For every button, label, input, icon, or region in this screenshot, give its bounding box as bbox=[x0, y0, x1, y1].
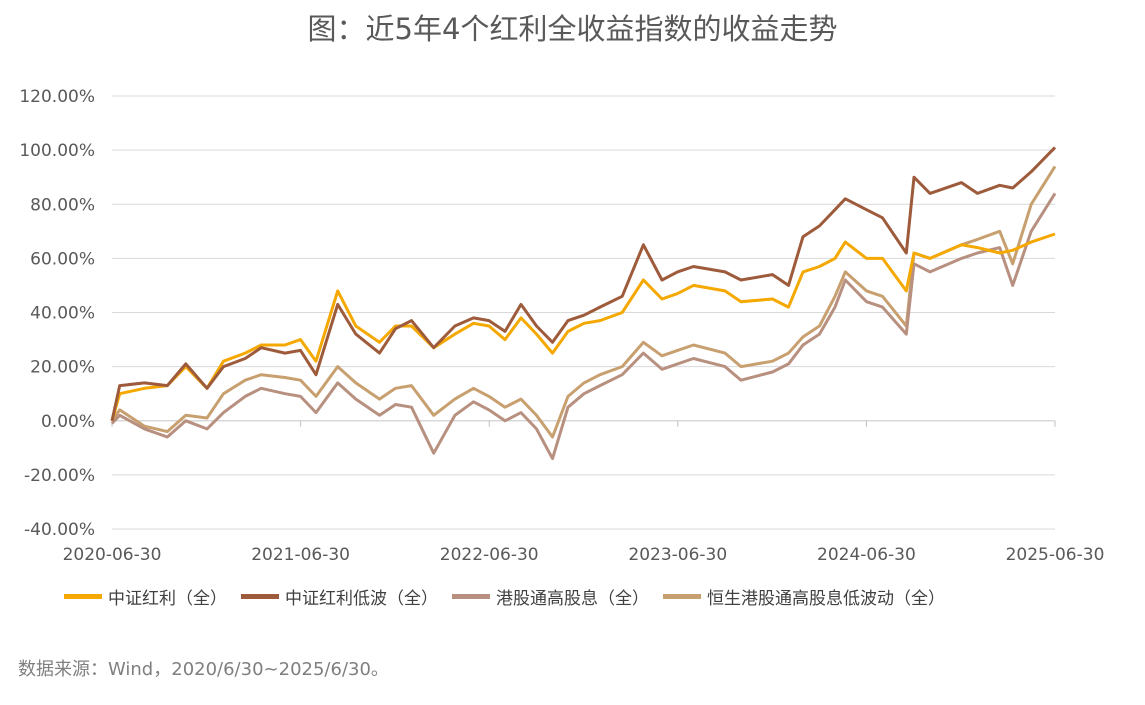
series-lines bbox=[110, 146, 1057, 461]
y-tick-label: -20.00% bbox=[24, 466, 95, 486]
x-axis-tick-labels: 2020-06-30 2021-06-30 2022-06-30 2023-06-30… bbox=[63, 545, 1105, 565]
series-line-2 bbox=[110, 192, 1057, 461]
y-tick-label: 80.00% bbox=[30, 195, 95, 215]
x-tick-label: 2025-06-30 bbox=[1006, 545, 1105, 565]
legend-label: 中证红利（全） bbox=[108, 589, 227, 609]
y-tick-label: -40.00% bbox=[24, 520, 95, 540]
y-tick-label: 40.00% bbox=[30, 304, 95, 324]
y-tick-label: 60.00% bbox=[30, 249, 95, 269]
chart-title: 图：近5年4个红利全收益指数的收益走势 bbox=[307, 12, 838, 46]
legend-swatch bbox=[452, 594, 490, 599]
y-tick-label: 20.00% bbox=[30, 358, 95, 378]
x-tick-label: 2021-06-30 bbox=[251, 545, 350, 565]
x-tick-label: 2024-06-30 bbox=[817, 545, 916, 565]
legend-item-zhongzheng-hongli-dibo: 中证红利低波（全） bbox=[241, 584, 438, 609]
legend: 中证红利（全） 中证红利低波（全） 港股通高股息（全） 恒生港股通高股息低波动（… bbox=[64, 584, 959, 609]
source-note: 数据来源：Wind，2020/6/30~2025/6/30。 bbox=[18, 659, 389, 680]
y-tick-label: 100.00% bbox=[19, 141, 95, 161]
series-line-3 bbox=[110, 165, 1057, 439]
legend-swatch bbox=[663, 594, 701, 599]
series-line-1 bbox=[110, 146, 1057, 422]
legend-item-zhongzheng-hongli: 中证红利（全） bbox=[64, 584, 227, 609]
grid-lines bbox=[111, 95, 1056, 530]
legend-swatch bbox=[64, 594, 102, 599]
series-line-0 bbox=[110, 232, 1056, 422]
y-tick-label: 0.00% bbox=[41, 412, 95, 432]
legend-label: 港股通高股息（全） bbox=[496, 589, 649, 609]
y-tick-label: 120.00% bbox=[19, 87, 95, 107]
x-tick-label: 2022-06-30 bbox=[440, 545, 539, 565]
y-axis-tick-labels: 120.00% 100.00% 80.00% 60.00% 40.00% 20.00% 0.… bbox=[19, 87, 95, 540]
legend-item-ganggutong-gaoguxi: 港股通高股息（全） bbox=[452, 584, 649, 609]
legend-label: 恒生港股通高股息低波动（全） bbox=[707, 589, 945, 609]
legend-swatch bbox=[241, 594, 279, 599]
x-tick-label: 2020-06-30 bbox=[63, 545, 162, 565]
legend-label: 中证红利低波（全） bbox=[285, 589, 438, 609]
legend-item-hengsheng-gaoguxi-dibodong: 恒生港股通高股息低波动（全） bbox=[663, 584, 945, 609]
x-tick-label: 2023-06-30 bbox=[628, 545, 727, 565]
